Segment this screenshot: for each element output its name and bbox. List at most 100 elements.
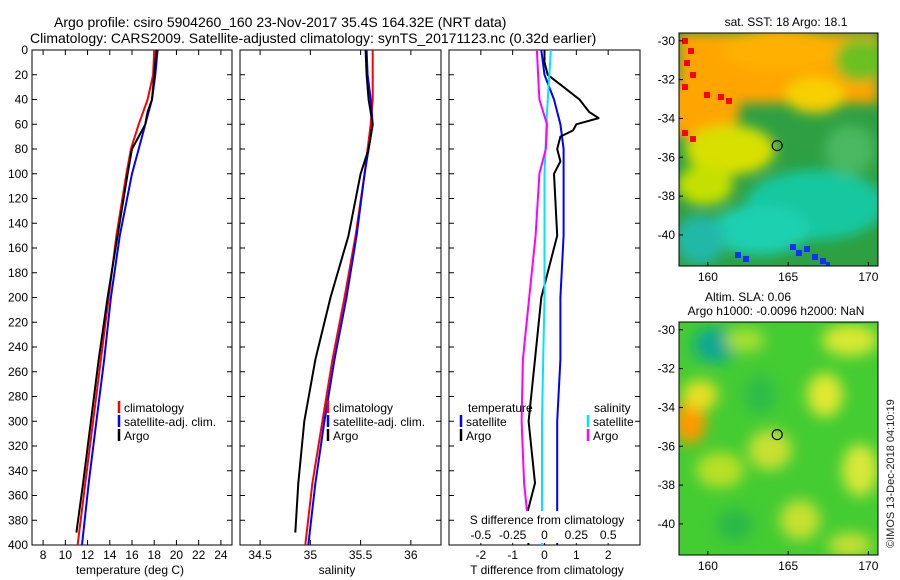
depth-tick-label: 340 xyxy=(8,464,28,478)
sla-map-field xyxy=(679,322,878,555)
legend-climatology-label: climatology xyxy=(124,401,184,415)
depth-tick-label: 320 xyxy=(8,439,28,453)
depth-tick-label: 80 xyxy=(15,142,29,156)
sla-map-title-line-2: Argo h1000: -0.0096 h2000: NaN xyxy=(688,304,865,318)
depth-tick-label: 260 xyxy=(8,365,28,379)
sla-map-frame xyxy=(678,321,879,556)
x-tick-label: 18 xyxy=(148,548,162,562)
x-tick-label: 8 xyxy=(40,548,47,562)
sla-map-ticks: 160 165 170 -30 -32 -34 -36 -38 -40 xyxy=(658,323,879,573)
map-y-tick-label: -36 xyxy=(658,150,676,164)
x-tick-label: 35 xyxy=(304,548,318,562)
legend-salinity-title: salinity xyxy=(594,401,631,415)
depth-tick-label: 180 xyxy=(8,266,28,280)
map-y-tick-label: -34 xyxy=(658,111,676,125)
depth-tick-labels: 0 20 40 60 80 100 120 140 160 180 200 220 240 260 280 3… xyxy=(8,43,28,552)
temperature-legend: climatology satellite-adj. clim. Argo xyxy=(117,401,216,443)
legend-s-satellite-label: satellite xyxy=(593,415,634,429)
series-line-argo xyxy=(75,50,158,533)
x-tick-label: 2 xyxy=(605,548,612,562)
series-line-argo xyxy=(294,50,374,533)
sla-map-panel: Altim. SLA: 0.06 Argo h1000: -0.0096 h20… xyxy=(658,290,879,573)
map-x-tick-label: 160 xyxy=(698,559,718,573)
depth-tick-label: 200 xyxy=(8,291,28,305)
difference-salinity-legend: salinity satellite Argo xyxy=(586,401,634,443)
s-diff-tick-label: 0.5 xyxy=(600,528,617,542)
x-tick-label: 16 xyxy=(125,548,139,562)
depth-tick-label: 280 xyxy=(8,390,28,404)
x-tick-label: 0 xyxy=(541,548,548,562)
legend-s-argo-label: Argo xyxy=(593,429,619,443)
sla-map-title-line-1: Altim. SLA: 0.06 xyxy=(705,290,791,304)
salinity-legend: climatology satellite-adj. clim. Argo xyxy=(326,401,425,443)
sla-map-argo-position-marker xyxy=(771,429,783,441)
difference-xlabel: T difference from climatology xyxy=(470,563,624,577)
map-y-tick-label: -38 xyxy=(658,189,676,203)
x-tick-label: 36 xyxy=(404,548,418,562)
map-y-tick-label: -30 xyxy=(658,323,676,337)
title-line-1: Argo profile: csiro 5904260_160 23-Nov-2… xyxy=(54,14,506,30)
depth-tick-label: 100 xyxy=(8,167,28,181)
salinity-ticks: 34.5 35 35.5 36 xyxy=(240,49,441,562)
legend-t-argo-label: Argo xyxy=(466,429,492,443)
series-line-satellite-adj-clim- xyxy=(307,50,374,545)
map-x-tick-label: 170 xyxy=(858,559,878,573)
legend-temperature-title: temperature xyxy=(468,401,533,415)
s-diff-tick-label: -0.5 xyxy=(470,528,491,542)
depth-tick-label: 120 xyxy=(8,192,28,206)
salinity-xlabel: salinity xyxy=(319,563,356,577)
x-tick-label: 10 xyxy=(59,548,73,562)
s-diff-tick-label: -0.25 xyxy=(499,528,527,542)
imos-credit: ©IMOS 13-Dec-2018 04:10:19 xyxy=(885,399,897,548)
sst-map-frame xyxy=(678,32,879,267)
sst-map-hot-pixels xyxy=(682,38,732,142)
map-y-tick-label: -32 xyxy=(658,362,676,376)
x-tick-label: -1 xyxy=(507,548,518,562)
depth-tick-label: 380 xyxy=(8,513,28,527)
depth-tick-label: 160 xyxy=(8,241,28,255)
x-tick-label: 20 xyxy=(170,548,184,562)
map-y-tick-label: -32 xyxy=(658,73,676,87)
temperature-panel: 8 10 12 14 16 18 20 22 24 temperature (deg C) cl… xyxy=(31,49,233,577)
legend-t-satellite-label: satellite xyxy=(466,415,507,429)
x-tick-label: 14 xyxy=(103,548,117,562)
series-line-climatology xyxy=(76,50,156,545)
map-x-tick-label: 170 xyxy=(858,270,878,284)
temperature-ticks: 8 10 12 14 16 18 20 22 24 xyxy=(32,49,232,562)
salinity-axes-frame xyxy=(239,49,442,546)
map-x-tick-label: 160 xyxy=(698,270,718,284)
salinity-series xyxy=(294,50,374,545)
sst-map-ticks: 160 165 170 -30 -32 -34 -36 -38 -40 xyxy=(658,34,879,284)
legend-climatology-label: climatology xyxy=(333,401,393,415)
sst-map-title: sat. SST: 18 Argo: 18.1 xyxy=(725,15,848,29)
map-y-tick-label: -36 xyxy=(658,439,676,453)
difference-temperature-legend: temperature satellite Argo xyxy=(459,401,533,443)
depth-tick-label: 140 xyxy=(8,216,28,230)
difference-s-xlabel: S difference from climatology xyxy=(470,513,625,527)
map-y-tick-label: -38 xyxy=(658,478,676,492)
temperature-xlabel: temperature (deg C) xyxy=(76,563,184,577)
sst-map-panel: sat. SST: 18 Argo: 18.1 xyxy=(658,15,879,284)
series-line-t-argo xyxy=(524,50,600,545)
x-tick-label: 35.5 xyxy=(349,548,373,562)
depth-tick-label: 0 xyxy=(21,43,28,57)
temperature-axes-frame xyxy=(31,49,233,546)
x-tick-label: 12 xyxy=(81,548,95,562)
salinity-panel: 34.5 35 35.5 36 salinity climatology satell… xyxy=(239,49,442,577)
map-x-tick-label: 165 xyxy=(778,559,798,573)
sst-map-cold-pixels xyxy=(735,244,830,266)
depth-tick-label: 20 xyxy=(15,68,29,82)
depth-tick-label: 40 xyxy=(15,93,29,107)
difference-ticks: -2 -1 0 1 2 xyxy=(449,49,640,562)
map-y-tick-label: -40 xyxy=(658,228,676,242)
legend-satellite-label: satellite-adj. clim. xyxy=(124,415,216,429)
depth-tick-label: 60 xyxy=(15,117,29,131)
s-diff-tick-label: 0.25 xyxy=(565,528,589,542)
map-y-tick-label: -34 xyxy=(658,400,676,414)
x-tick-label: 24 xyxy=(214,548,228,562)
difference-series xyxy=(520,50,600,545)
map-y-tick-label: -30 xyxy=(658,34,676,48)
legend-argo-label: Argo xyxy=(124,429,150,443)
s-diff-tick-label: 0 xyxy=(541,528,548,542)
